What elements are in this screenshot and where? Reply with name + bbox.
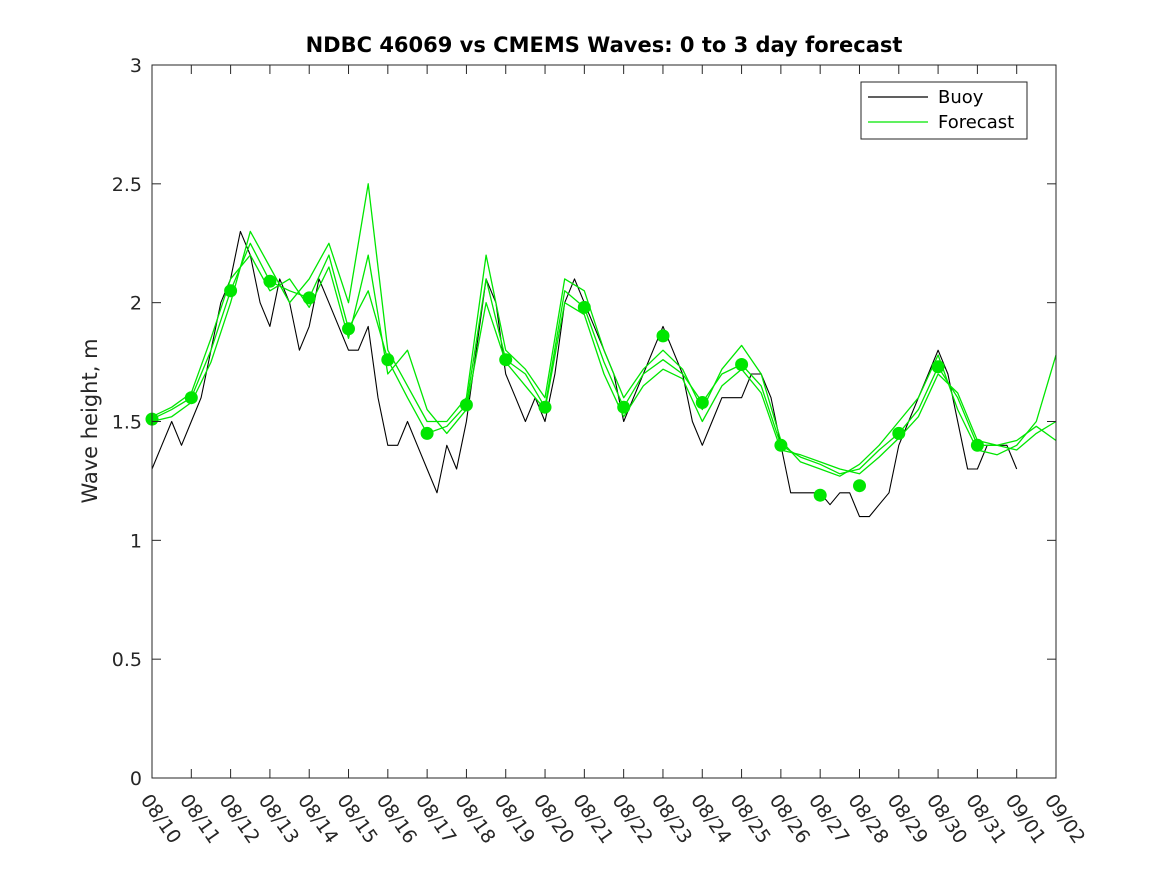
forecast-line-3 bbox=[151, 254, 1057, 475]
forecast-marker bbox=[263, 274, 277, 288]
forecast-marker bbox=[184, 391, 198, 405]
y-axis: 0 0.5 1 1.5 2 2.5 3 bbox=[112, 55, 1056, 790]
forecast-marker bbox=[381, 353, 395, 367]
legend-label-forecast: Forecast bbox=[938, 112, 1014, 133]
plot-area bbox=[152, 65, 1056, 778]
forecast-marker bbox=[459, 398, 473, 412]
forecast-marker bbox=[853, 479, 866, 493]
forecast-marker bbox=[774, 438, 788, 452]
forecast-marker bbox=[813, 488, 827, 502]
forecast-marker bbox=[342, 322, 355, 336]
forecast-marker bbox=[970, 438, 984, 452]
forecast-marker bbox=[224, 284, 238, 298]
y-axis-label: Wave height, m bbox=[78, 338, 102, 503]
legend: Buoy Forecast bbox=[860, 81, 1028, 140]
forecast-marker bbox=[420, 426, 434, 440]
forecast-marker bbox=[577, 300, 591, 314]
forecast-marker bbox=[617, 400, 631, 414]
y-tick-label: 1.5 bbox=[112, 412, 142, 434]
chart-title: NDBC 46069 vs CMEMS Waves: 0 to 3 day fo… bbox=[306, 33, 903, 57]
y-tick-label: 3 bbox=[130, 55, 142, 77]
forecast-marker bbox=[538, 400, 552, 414]
y-tick-label: 2.5 bbox=[112, 174, 142, 196]
forecast-line-2 bbox=[151, 183, 1057, 477]
y-tick-label: 0.5 bbox=[112, 649, 142, 671]
y-tick-label: 2 bbox=[130, 293, 142, 315]
forecast-marker bbox=[499, 353, 513, 367]
forecast-marker bbox=[695, 396, 709, 409]
forecast-line-1 bbox=[151, 242, 1057, 475]
y-tick-label: 1 bbox=[130, 530, 142, 552]
legend-box bbox=[860, 81, 1028, 140]
series-layer bbox=[151, 183, 1057, 518]
forecast-marker bbox=[892, 426, 906, 440]
forecast-marker bbox=[656, 329, 670, 343]
forecast-marker bbox=[931, 360, 945, 374]
legend-label-buoy: Buoy bbox=[938, 87, 984, 108]
forecast-marker bbox=[735, 358, 749, 371]
y-tick-label: 0 bbox=[130, 768, 142, 790]
marker-layer bbox=[145, 274, 984, 502]
forecast-marker bbox=[302, 291, 316, 305]
